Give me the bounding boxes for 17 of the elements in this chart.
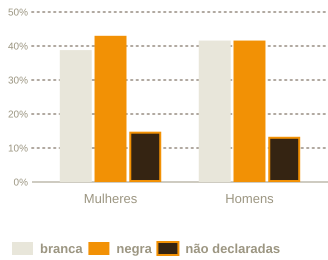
legend-label: não declaradas: [185, 241, 280, 256]
y-tick-label: 10%: [8, 144, 28, 154]
y-tick-label: 20%: [8, 110, 28, 120]
bar: [198, 40, 231, 182]
bar: [94, 36, 126, 182]
x-tick-label: Homens: [225, 191, 274, 206]
y-tick-label: 50%: [8, 8, 28, 18]
y-tick-label: 0%: [14, 178, 28, 188]
legend-label: negra: [116, 241, 153, 256]
bar: [268, 136, 300, 182]
y-tick-label: 30%: [8, 76, 28, 86]
legend-label: branca: [40, 241, 84, 256]
x-tick-label: Mulheres: [84, 191, 138, 206]
bar: [60, 50, 92, 182]
bar: [234, 40, 266, 182]
bar: [129, 132, 162, 182]
y-tick-label: 40%: [8, 42, 28, 52]
